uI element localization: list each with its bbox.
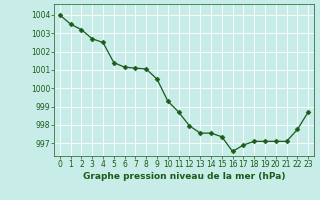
X-axis label: Graphe pression niveau de la mer (hPa): Graphe pression niveau de la mer (hPa) <box>83 172 285 181</box>
